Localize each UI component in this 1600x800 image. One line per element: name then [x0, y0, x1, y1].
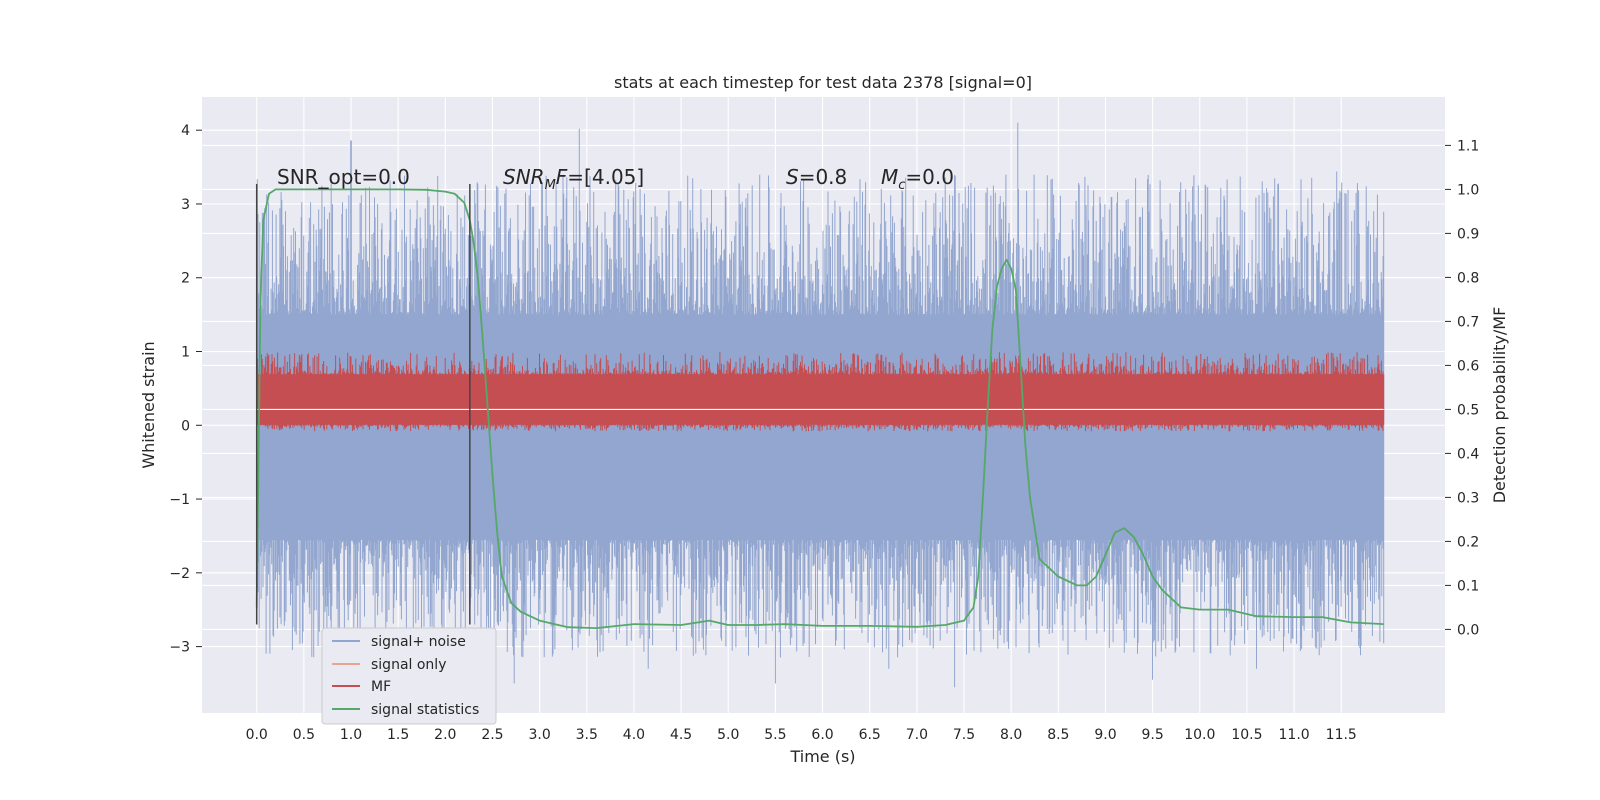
- x-tick-label: 8.5: [1047, 727, 1069, 743]
- x-tick-label: 2.0: [434, 727, 456, 743]
- annotation-s: S=0.8: [786, 165, 847, 189]
- x-tick-label: 3.0: [528, 727, 550, 743]
- y2-tick-label: 0.5: [1457, 402, 1479, 418]
- x-tick-label: 6.0: [811, 727, 833, 743]
- x-tick-label: 9.0: [1094, 727, 1116, 743]
- annotation-snr-opt: SNR_opt=0.0: [277, 165, 410, 189]
- y2-tick-label: 0.8: [1457, 270, 1479, 286]
- legend-label-signal-only: signal only: [371, 657, 446, 673]
- y2-tick-label: 1.1: [1457, 138, 1479, 154]
- y2-tick-label: 0.0: [1457, 622, 1479, 638]
- x-tick-label: 0.5: [293, 727, 315, 743]
- y2-tick-label: 1.0: [1457, 182, 1479, 198]
- annotation-snr-mf-f: F: [556, 165, 568, 189]
- annotation-mc-value: =0.0: [905, 165, 954, 189]
- y-tick-label: 1: [181, 345, 190, 361]
- y2-tick-label: 0.6: [1457, 358, 1479, 374]
- x-tick-label: 5.5: [764, 727, 786, 743]
- x-axis-title: Time (s): [789, 747, 855, 766]
- annotation-snr-mf-main: SNR: [503, 165, 545, 189]
- legend-label-mf: MF: [371, 679, 391, 695]
- legend-box: [321, 627, 497, 725]
- x-tick-label: 1.5: [387, 727, 409, 743]
- annotation-snr-mf-value: =[4.05]: [567, 165, 644, 189]
- x-tick-label: 11.5: [1326, 727, 1357, 743]
- annotation-mc-symbol: M: [881, 165, 898, 189]
- annotation-snr-mf-sub: M: [545, 178, 556, 193]
- x-tick-label: 2.5: [481, 727, 503, 743]
- x-tick-label: 0.0: [246, 727, 268, 743]
- x-tick-labels: 0.0 0.5 1.0 1.5 2.0 2.5 3.0 3.5 4.0 4.5 5.0 5.5 6.0 6…: [246, 727, 1357, 743]
- y-tick-labels: −3 −2 −1 0 1 2 3 4: [169, 123, 202, 656]
- y-tick-label: −1: [169, 492, 190, 508]
- x-tick-label: 4.0: [623, 727, 645, 743]
- x-tick-label: 4.5: [670, 727, 692, 743]
- y-tick-label: 0: [181, 418, 190, 434]
- series-layer: [255, 122, 1385, 688]
- y2-tick-label: 0.1: [1457, 578, 1479, 594]
- x-tick-label: 9.5: [1142, 727, 1164, 743]
- annotation-snr-mf: SNRMF=[4.05]: [503, 165, 644, 193]
- legend-label-signal-noise: signal+ noise: [371, 634, 466, 650]
- y2-tick-label: 0.3: [1457, 490, 1479, 506]
- x-tick-label: 10.0: [1184, 727, 1215, 743]
- x-tick-label: 8.0: [1000, 727, 1022, 743]
- chart-title: stats at each timestep for test data 237…: [614, 73, 1032, 92]
- y-tick-label: 2: [181, 271, 190, 287]
- x-tick-label: 10.5: [1231, 727, 1262, 743]
- y2-tick-labels: 0.0 0.1 0.2 0.3 0.4 0.5 0.6 0.7 0.8 0.9 1.0 1.1: [1445, 138, 1479, 638]
- x-tick-label: 11.0: [1279, 727, 1310, 743]
- annotation-mc: Mc=0.0: [881, 165, 954, 193]
- legend-label-signal-statistics: signal statistics: [371, 702, 479, 718]
- y-tick-label: −2: [169, 566, 190, 582]
- annotation-mc-sub: c: [898, 178, 905, 193]
- x-tick-label: 3.5: [576, 727, 598, 743]
- x-tick-label: 7.5: [953, 727, 975, 743]
- y2-tick-label: 0.4: [1457, 446, 1479, 462]
- y2-axis-title: Detection probability/MF: [1490, 307, 1509, 504]
- series-signal-statistics: [255, 188, 1384, 629]
- y-tick-label: 4: [181, 123, 190, 139]
- y2-tick-label: 0.2: [1457, 534, 1479, 550]
- x-tick-label: 5.0: [717, 727, 739, 743]
- annotation-s-value: =0.8: [799, 165, 848, 189]
- y-axis-title: Whitened strain: [139, 341, 158, 468]
- x-tick-label: 7.0: [906, 727, 928, 743]
- x-tick-label: 6.5: [859, 727, 881, 743]
- vertical-markers: [255, 184, 471, 625]
- y-tick-label: 3: [181, 197, 190, 213]
- y-tick-label: −3: [169, 640, 190, 656]
- annotation-s-symbol: S: [786, 165, 799, 189]
- y2-tick-label: 0.7: [1457, 314, 1479, 330]
- series-mf-body: [256, 389, 1384, 421]
- x-tick-label: 1.0: [340, 727, 362, 743]
- y2-tick-label: 0.9: [1457, 226, 1479, 242]
- legend: signal+ noise signal only MF signal stat…: [321, 627, 497, 725]
